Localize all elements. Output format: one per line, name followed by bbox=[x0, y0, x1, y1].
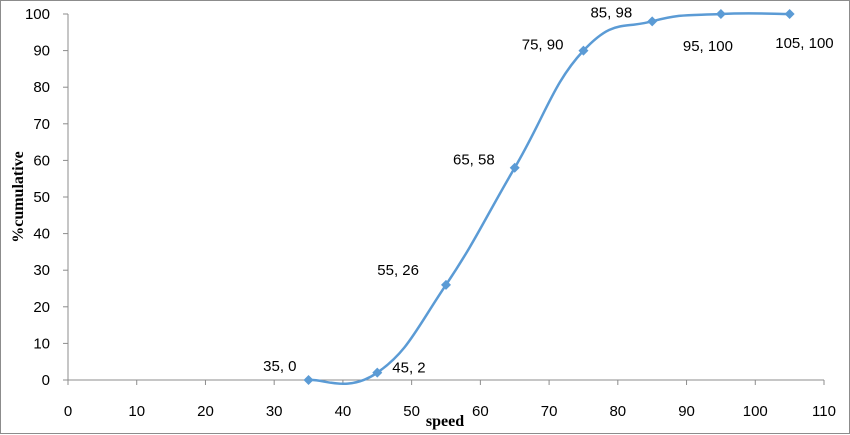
data-label: 75, 90 bbox=[522, 37, 564, 54]
data-label: 65, 58 bbox=[453, 152, 495, 169]
data-markers bbox=[303, 9, 795, 385]
x-tick-label: 110 bbox=[812, 403, 836, 420]
y-tick-label: 20 bbox=[33, 299, 50, 316]
data-point-marker bbox=[784, 9, 795, 19]
y-axis-ticks: 0 10 20 30 40 50 60 70 80 90 100 bbox=[25, 6, 68, 389]
series-line bbox=[308, 12, 790, 386]
y-tick-label: 70 bbox=[33, 116, 50, 133]
data-label: 105, 100 bbox=[775, 35, 833, 52]
y-tick-label: 80 bbox=[33, 79, 50, 96]
data-label: 55, 26 bbox=[377, 262, 419, 279]
y-tick-label: 50 bbox=[33, 189, 50, 206]
x-tick-label: 60 bbox=[472, 403, 489, 420]
data-point-marker bbox=[715, 9, 726, 19]
x-axis-ticks: 0 10 20 30 40 50 60 70 80 90 100 110 bbox=[64, 380, 836, 420]
x-tick-label: 100 bbox=[743, 403, 768, 420]
data-label: 35, 0 bbox=[263, 358, 296, 375]
x-tick-label: 50 bbox=[403, 403, 420, 420]
data-labels: 35, 0 45, 2 55, 26 65, 58 75, 90 85, 98 95, 10… bbox=[263, 4, 833, 376]
x-tick-label: 70 bbox=[541, 403, 558, 420]
y-tick-label: 90 bbox=[33, 43, 50, 60]
y-tick-label: 10 bbox=[33, 335, 50, 352]
data-point-marker bbox=[372, 367, 383, 378]
data-label: 95, 100 bbox=[683, 38, 733, 55]
data-point-marker bbox=[303, 375, 314, 385]
y-tick-label: 0 bbox=[42, 372, 50, 389]
data-label: 85, 98 bbox=[590, 4, 632, 21]
x-tick-label: 80 bbox=[609, 403, 626, 420]
x-tick-label: 0 bbox=[64, 403, 72, 420]
y-axis-title: %cumulative bbox=[10, 151, 27, 243]
x-tick-label: 10 bbox=[128, 403, 145, 420]
data-point-marker bbox=[647, 16, 658, 27]
data-point-marker bbox=[509, 162, 520, 173]
x-tick-label: 90 bbox=[678, 403, 695, 420]
x-tick-label: 20 bbox=[197, 403, 214, 420]
data-label: 45, 2 bbox=[392, 360, 425, 377]
data-point-marker bbox=[441, 279, 451, 290]
y-tick-label: 100 bbox=[25, 6, 50, 23]
y-tick-label: 30 bbox=[33, 262, 50, 279]
data-point-marker bbox=[578, 45, 589, 56]
x-axis-title: speed bbox=[426, 413, 464, 430]
y-tick-label: 40 bbox=[33, 226, 50, 243]
y-tick-label: 60 bbox=[33, 152, 50, 169]
x-tick-label: 40 bbox=[335, 403, 352, 420]
x-tick-label: 30 bbox=[266, 403, 283, 420]
